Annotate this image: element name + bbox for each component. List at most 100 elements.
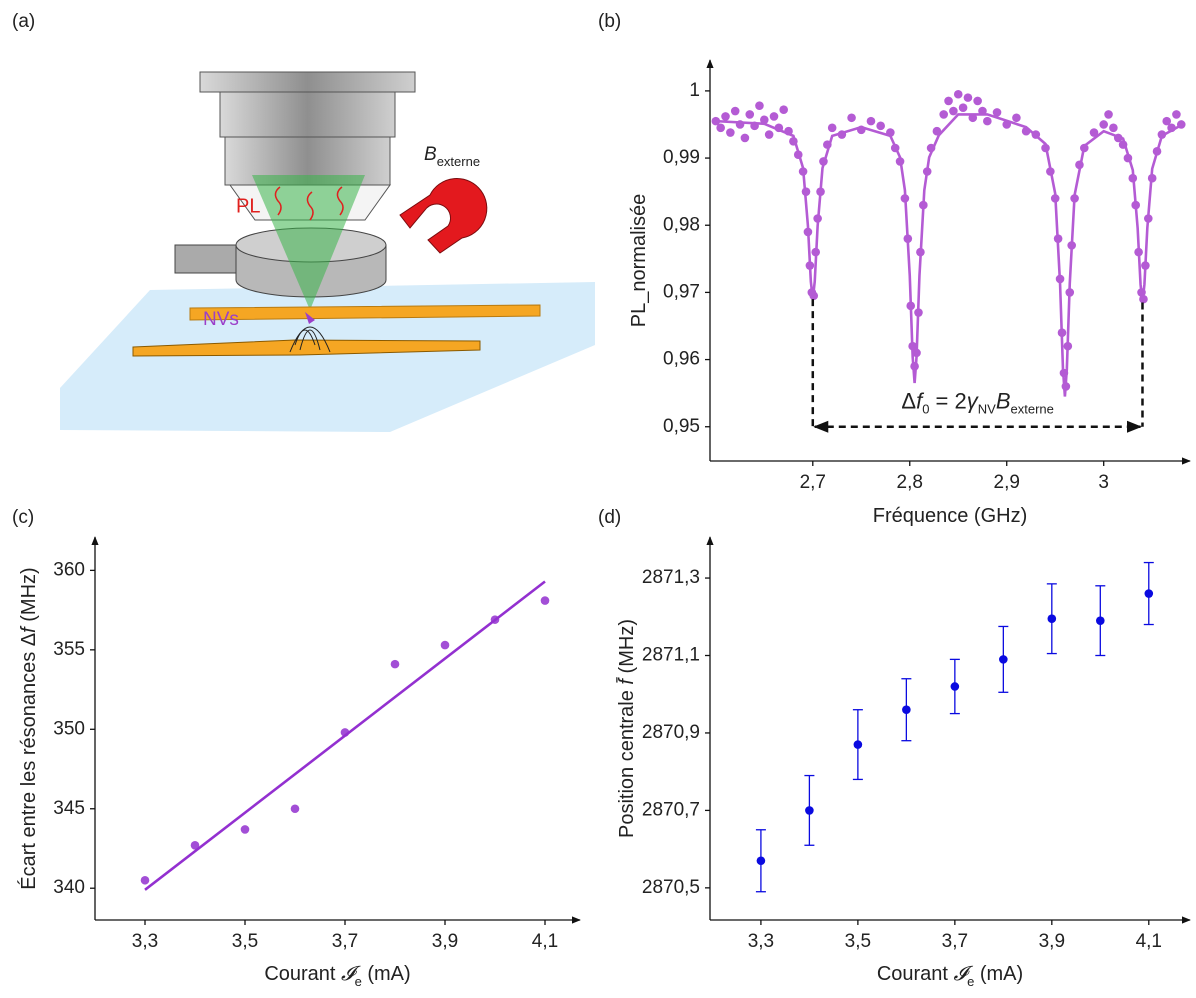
y-axis-label: Écart entre les résonances Δf (MHz)	[17, 567, 40, 889]
x-axis-label: Fréquence (GHz)	[873, 505, 1028, 527]
data-point	[1099, 120, 1108, 129]
text-part: B	[424, 144, 437, 165]
y-tick-label: 0,96	[663, 349, 700, 370]
text-part: Courant	[877, 963, 954, 985]
text-part: Δ	[901, 389, 916, 414]
text-part: f̄	[615, 677, 638, 685]
x-tick-label: 3,9	[1039, 931, 1065, 952]
y-axis-label: Position centrale f̄ (MHz)	[615, 619, 638, 838]
data-point	[730, 106, 740, 116]
x-tick-label: 3	[1098, 472, 1109, 493]
y-axis-label: PL_normalisée	[628, 194, 650, 327]
data-point	[950, 682, 960, 691]
annotation: Δf0 = 2γNVBexterne	[901, 389, 1054, 417]
data-point	[1089, 128, 1099, 137]
data-point	[953, 89, 963, 99]
panel-label: (d)	[598, 507, 621, 528]
text-part: Position centrale	[616, 685, 638, 838]
y-tick-label: 340	[53, 877, 85, 898]
data-point	[827, 123, 837, 133]
text-part: (MHz)	[616, 619, 638, 679]
data-point	[876, 121, 885, 131]
data-point	[716, 123, 725, 133]
text-part: (mA)	[362, 963, 411, 985]
data-point	[764, 130, 774, 139]
x-tick-label: 3,5	[232, 931, 258, 952]
data-point	[240, 825, 250, 834]
data-point	[866, 116, 876, 126]
data-point	[540, 596, 550, 605]
panel-label: (c)	[12, 507, 34, 528]
fit-line	[715, 113, 1182, 397]
data-point	[949, 106, 958, 116]
data-point	[1012, 113, 1021, 123]
pl-label: PL	[236, 195, 260, 217]
text-part: (MHz)	[18, 567, 40, 627]
x-tick-label: 3,3	[132, 931, 158, 952]
data-point	[756, 856, 766, 866]
text-part: Courant	[264, 963, 341, 985]
data-point	[999, 655, 1008, 664]
text-part: PL_normalisée	[628, 194, 650, 327]
data-point	[440, 640, 450, 650]
data-point	[390, 659, 400, 669]
data-point	[726, 128, 735, 137]
y-tick-label: 355	[53, 639, 85, 660]
y-tick-label: 2870,9	[642, 722, 700, 743]
fit-line	[144, 580, 546, 891]
text-part: NV	[978, 402, 996, 417]
y-tick-label: 2871,1	[642, 645, 700, 666]
text-part: Fréquence (GHz)	[873, 505, 1028, 527]
magnet	[399, 177, 488, 254]
data-point	[1109, 123, 1118, 133]
data-point	[963, 93, 973, 102]
y-tick-label: 345	[53, 798, 85, 819]
data-point	[853, 740, 863, 749]
data-point	[1104, 110, 1113, 119]
y-tick-label: 0,95	[663, 416, 700, 437]
x-tick-label: 2,9	[994, 472, 1020, 493]
data-point	[902, 705, 911, 715]
data-point	[755, 101, 764, 110]
text-part: γ	[967, 389, 980, 414]
data-point	[1162, 116, 1172, 126]
data-point	[992, 108, 1002, 117]
data-point	[944, 96, 953, 106]
data-point	[1096, 616, 1105, 625]
panel-label: (b)	[598, 11, 621, 32]
objective-body	[219, 91, 396, 138]
x-axis-label: Courant 𝓘e (mA)	[264, 963, 410, 989]
text-part: externe	[1011, 402, 1054, 417]
y-tick-label: 1	[689, 80, 700, 101]
x-axis-label: Courant 𝓘e (mA)	[877, 963, 1023, 989]
b-field-label: Bexterne	[424, 144, 480, 169]
text-part: (mA)	[974, 963, 1023, 985]
y-tick-label: 0,97	[663, 281, 700, 302]
data-point	[769, 112, 779, 121]
text-part: f	[18, 625, 40, 633]
data-point	[745, 110, 755, 119]
objective-top	[199, 71, 416, 93]
x-tick-label: 4,1	[532, 931, 558, 952]
data-point	[1144, 589, 1154, 598]
x-tick-label: 3,9	[432, 931, 458, 952]
x-tick-label: 3,7	[332, 931, 358, 952]
y-tick-label: 0,98	[663, 214, 700, 235]
panel-label: (a)	[12, 11, 35, 32]
text-part: = 2	[929, 389, 966, 414]
data-point	[958, 103, 968, 112]
text-part: B	[996, 389, 1011, 414]
y-tick-label: 0,99	[663, 147, 700, 168]
substrate	[60, 282, 595, 432]
text-part: e	[355, 974, 362, 989]
data-point	[711, 116, 721, 126]
text-part: e	[967, 974, 974, 989]
data-point	[847, 113, 856, 123]
field-lines	[289, 326, 331, 353]
data-point	[190, 841, 200, 850]
y-tick-label: 2870,5	[642, 877, 700, 898]
gold-strip	[189, 304, 541, 321]
x-tick-label: 2,7	[800, 472, 826, 493]
y-tick-label: 360	[53, 559, 85, 580]
